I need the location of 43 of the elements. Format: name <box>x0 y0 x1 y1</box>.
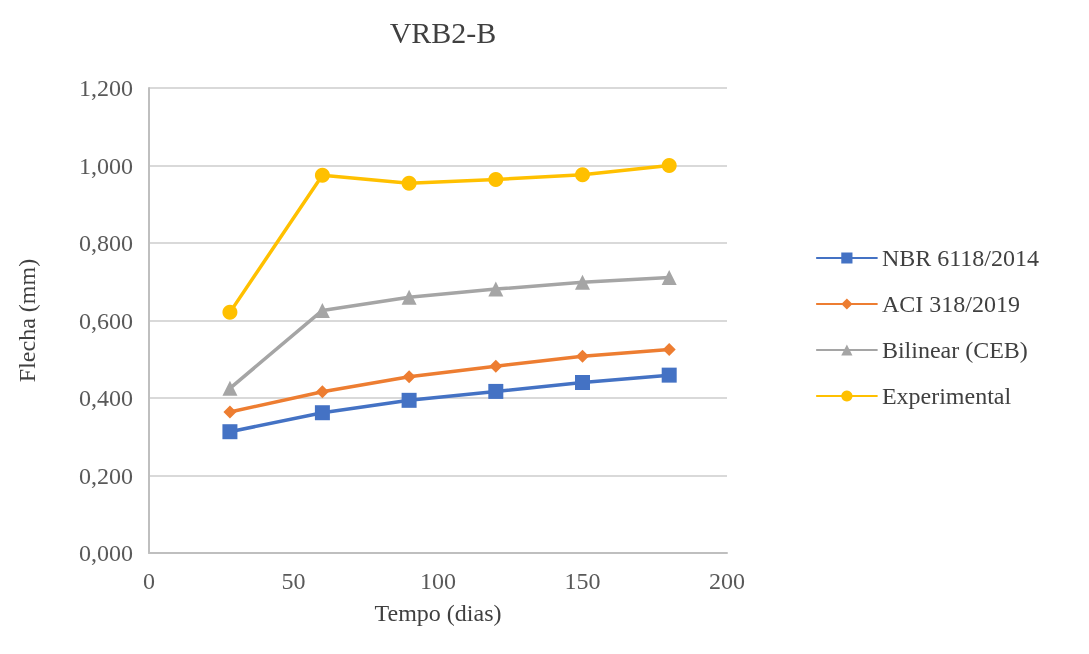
point <box>222 424 238 440</box>
point <box>489 359 503 373</box>
point <box>223 405 237 419</box>
point <box>402 370 416 384</box>
y-tick-label: 1,200 <box>79 75 133 101</box>
point <box>661 158 677 173</box>
x-tick-label: 150 <box>564 568 601 594</box>
x-tick-label: 0 <box>143 568 155 594</box>
chart-title: VRB2-B <box>389 15 497 49</box>
y-tick-label: 0,200 <box>79 462 133 489</box>
point <box>314 167 330 183</box>
legend-label: Bilinear (CEB) <box>881 337 1028 363</box>
x-tick-label: 200 <box>709 568 745 594</box>
y-tick-label: 0,000 <box>79 540 133 566</box>
x-tick-label: 50 <box>281 568 306 594</box>
point <box>575 274 590 290</box>
point <box>222 304 238 320</box>
point <box>576 349 589 363</box>
legend-label: Experimental <box>881 383 1012 409</box>
point <box>488 171 504 187</box>
y-tick-label: 0,600 <box>79 307 133 334</box>
point <box>401 289 417 305</box>
point <box>222 380 238 396</box>
point <box>315 385 329 399</box>
point <box>401 392 417 408</box>
point <box>314 302 330 318</box>
legend-label: ACI 318/2019 <box>881 291 1020 317</box>
point <box>314 405 330 421</box>
y-tick-label: 0,400 <box>79 385 133 411</box>
point <box>661 269 677 285</box>
x-tick-label: 100 <box>420 568 456 594</box>
point <box>488 383 504 399</box>
y-axis-title: Flecha (mm) <box>14 258 40 383</box>
legend-label: NBR 6118/2014 <box>881 245 1039 271</box>
point <box>662 343 676 357</box>
point <box>661 367 677 383</box>
point <box>575 375 590 390</box>
point <box>401 175 417 191</box>
point <box>488 281 504 297</box>
y-tick-label: 1,000 <box>79 152 133 179</box>
point <box>575 167 590 183</box>
x-axis-title: Tempo (dias) <box>374 600 502 626</box>
y-tick-label: 0,800 <box>79 230 133 256</box>
